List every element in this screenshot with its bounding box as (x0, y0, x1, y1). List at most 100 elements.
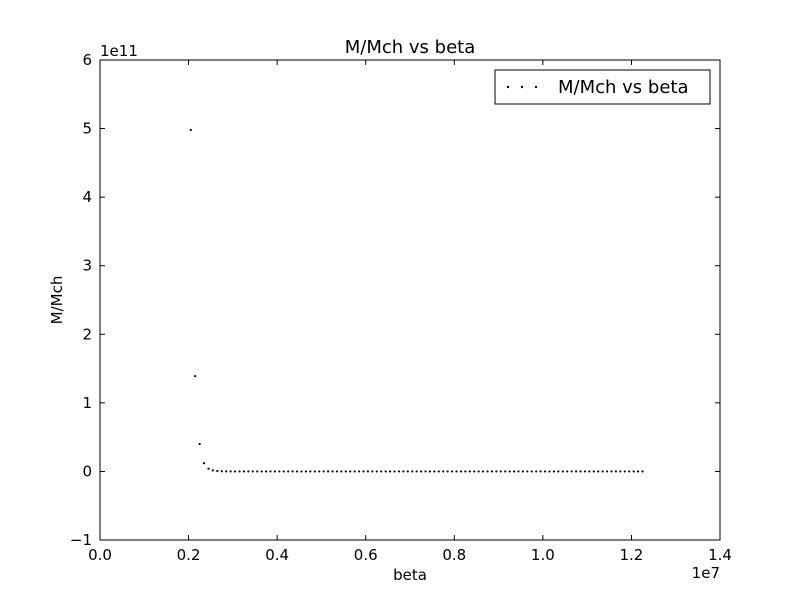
data-point (349, 470, 352, 473)
data-point (490, 470, 494, 473)
data-point (331, 470, 334, 473)
data-point (269, 470, 272, 473)
y-tick-label: 3 (82, 257, 92, 275)
legend-marker (534, 85, 538, 89)
data-point (251, 470, 254, 473)
data-point (300, 470, 303, 473)
data-point (207, 467, 210, 470)
data-point (623, 470, 626, 473)
data-point (539, 470, 542, 473)
data-point (517, 470, 520, 473)
x-tick-label: 0.8 (442, 546, 466, 564)
data-point (473, 470, 476, 473)
data-point (229, 470, 232, 473)
data-point (198, 442, 201, 446)
data-point (450, 470, 454, 473)
x-tick-label: 1.0 (531, 546, 555, 564)
data-point (543, 470, 547, 473)
data-point (499, 470, 502, 473)
data-point (455, 470, 458, 473)
data-point (601, 470, 604, 473)
x-axis-label: beta (393, 566, 427, 584)
data-point (357, 470, 361, 473)
data-point (353, 470, 356, 473)
data-point (610, 470, 613, 473)
data-points (189, 128, 644, 473)
x-scale-label: 1e7 (692, 564, 720, 582)
data-point (260, 470, 263, 473)
data-point (194, 375, 197, 378)
y-tick-label: 2 (82, 325, 92, 343)
data-point (433, 470, 436, 473)
x-axis-ticks: 0.0 0.2 0.4 0.6 0.8 1.0 1.2 1.4 (88, 60, 732, 564)
data-point (304, 470, 308, 473)
data-point (256, 470, 259, 473)
data-point (512, 470, 516, 473)
data-point (632, 470, 635, 473)
x-tick-label: 0.0 (88, 546, 112, 564)
data-point (362, 470, 365, 473)
plot-frame (99, 59, 721, 541)
chart-title: M/Mch vs beta (345, 37, 476, 58)
data-point (592, 470, 595, 473)
legend-box (494, 69, 711, 105)
data-point (557, 470, 560, 473)
y-tick-label: 0 (82, 462, 92, 480)
data-point (428, 470, 432, 473)
y-tick-label: 4 (82, 188, 92, 206)
data-point (380, 470, 383, 473)
x-tick-label: 0.2 (177, 546, 201, 564)
data-point (282, 470, 285, 473)
y-tick-label: 6 (82, 51, 92, 69)
data-point (375, 470, 378, 473)
data-point (521, 470, 525, 473)
data-point (291, 470, 294, 473)
y-tick-label: −1 (70, 531, 92, 549)
data-point (570, 470, 573, 473)
legend-marker (506, 85, 510, 89)
data-point (211, 469, 215, 472)
data-point (216, 469, 219, 473)
data-point (220, 470, 223, 473)
data-point (588, 470, 591, 473)
data-point (406, 470, 409, 473)
data-point (344, 470, 347, 473)
data-point (535, 470, 538, 473)
data-point (628, 470, 631, 473)
data-point (442, 470, 445, 473)
legend-marker (520, 85, 524, 89)
data-point (552, 470, 556, 473)
data-point (287, 470, 290, 473)
y-tick-label: 1 (82, 394, 92, 412)
data-point (605, 470, 609, 473)
data-point (566, 470, 569, 473)
y-tick-label: 5 (82, 120, 92, 138)
data-point (366, 470, 370, 473)
data-point (446, 470, 449, 473)
data-point (388, 470, 392, 473)
data-point (579, 470, 582, 473)
data-point (397, 470, 401, 473)
data-point (340, 470, 343, 473)
legend-entry-label: M/Mch vs beta (558, 77, 689, 98)
data-point (411, 470, 414, 473)
data-point (486, 470, 489, 473)
data-point (309, 470, 312, 473)
data-point (574, 470, 578, 473)
data-point (424, 470, 427, 473)
data-point (464, 470, 467, 473)
data-point (614, 470, 618, 473)
data-point (419, 470, 423, 473)
data-point (495, 470, 498, 473)
data-point (636, 470, 640, 473)
data-point (504, 470, 507, 473)
y-axis-label: M/Mch (48, 276, 66, 325)
data-point (295, 470, 299, 473)
data-point (202, 462, 206, 465)
data-point (225, 470, 228, 473)
x-tick-label: 1.4 (708, 546, 732, 564)
data-point (583, 470, 587, 473)
data-point (561, 470, 564, 473)
data-point (247, 470, 250, 473)
